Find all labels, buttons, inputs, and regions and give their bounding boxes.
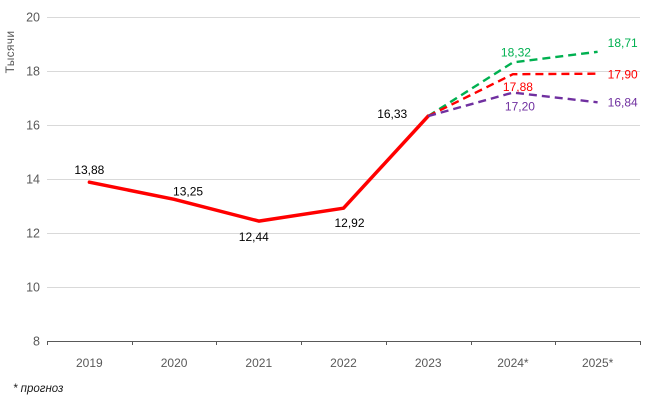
data-label-forecast-mid-2025*: 17,90 <box>608 68 638 82</box>
data-label-fact-2019: 13,88 <box>74 163 104 177</box>
y-tick-label: 10 <box>26 281 40 295</box>
y-tick-label: 12 <box>26 227 40 241</box>
x-tick-label: 2020 <box>161 356 188 370</box>
y-tick-label: 8 <box>33 335 40 349</box>
data-label-fact-2020: 13,25 <box>173 184 203 198</box>
x-tick-label: 2024* <box>497 356 529 370</box>
series-line-forecast-low <box>427 91 598 118</box>
data-label-forecast-low-2024*: 17,20 <box>505 100 535 114</box>
data-label-fact-2021: 12,44 <box>239 230 269 244</box>
data-label-fact-2022: 12,92 <box>334 216 364 230</box>
y-tick-label: 20 <box>26 11 40 25</box>
x-tick-label: 2023 <box>415 356 442 370</box>
series-line-forecast-high <box>427 50 598 118</box>
data-label-forecast-high-2025*: 18,71 <box>608 36 638 50</box>
x-tick-label: 2019 <box>76 356 103 370</box>
y-axis-title: Тысячи <box>3 30 17 74</box>
data-label-fact-2023: 16,33 <box>377 107 407 121</box>
series-line-forecast-mid <box>427 72 598 118</box>
data-label-forecast-high-2024*: 18,32 <box>501 45 531 59</box>
y-tick-label: 14 <box>26 173 40 187</box>
data-label-forecast-mid-2024*: 17,88 <box>503 80 533 94</box>
data-label-forecast-low-2025*: 16,84 <box>608 95 638 109</box>
x-tick-label: 2025* <box>582 356 614 370</box>
x-tick-label: 2021 <box>245 356 272 370</box>
y-tick-label: 16 <box>26 119 40 133</box>
series-line-fact <box>87 114 430 223</box>
x-tick-label: 2022 <box>330 356 357 370</box>
y-tick-label: 18 <box>26 65 40 79</box>
footnote: * прогноз <box>13 383 64 395</box>
